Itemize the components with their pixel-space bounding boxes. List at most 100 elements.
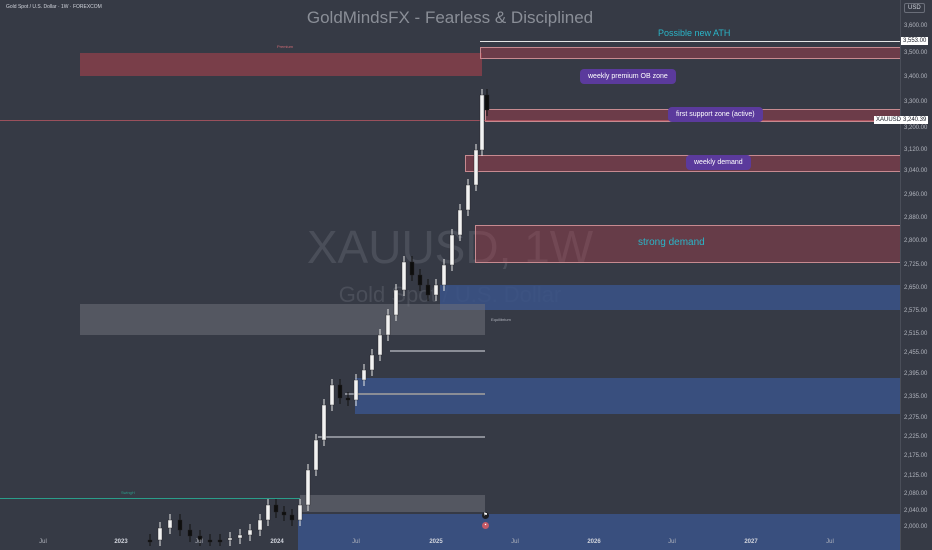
price-axis[interactable]: USD 3,600.00 3,500.00 3,400.00 3,300.00 3,20… bbox=[900, 0, 932, 550]
current-price-line bbox=[0, 120, 900, 121]
equilibrium-zone bbox=[80, 304, 485, 335]
blue-zone-2 bbox=[355, 378, 900, 414]
price-tick: 2,080.00 bbox=[904, 491, 928, 497]
time-tick: 2025 bbox=[429, 539, 443, 545]
currency-button[interactable]: USD bbox=[904, 3, 925, 13]
candle-body bbox=[417, 274, 423, 286]
candle-body bbox=[167, 519, 173, 529]
strong-demand-label: strong demand bbox=[638, 237, 705, 248]
premium-small-label: Premium bbox=[277, 44, 294, 49]
candle-body bbox=[465, 184, 471, 211]
level-line-2 bbox=[345, 393, 485, 395]
time-tick: Jul bbox=[39, 539, 47, 545]
candle-body bbox=[217, 539, 223, 543]
price-tick: 2,225.00 bbox=[904, 434, 928, 440]
current-price-tag: 3,240.39 bbox=[901, 116, 929, 124]
price-tick: 2,125.00 bbox=[904, 473, 928, 479]
ath-line bbox=[480, 41, 900, 42]
candle-body bbox=[385, 314, 391, 336]
time-tick: 2026 bbox=[587, 539, 601, 545]
price-tick: 3,040.00 bbox=[904, 168, 928, 174]
candle-body bbox=[157, 527, 163, 541]
time-tick: 2023 bbox=[114, 539, 128, 545]
current-symbol-tag: XAUUSD bbox=[874, 116, 904, 124]
candle-body bbox=[425, 284, 431, 296]
candle-body bbox=[337, 384, 343, 399]
time-tick: Jul bbox=[352, 539, 360, 545]
price-tick: 3,300.00 bbox=[904, 99, 928, 105]
price-tick: 2,515.00 bbox=[904, 331, 928, 337]
candle-body bbox=[329, 384, 335, 406]
candle-body bbox=[409, 261, 415, 276]
strong-demand-zone[interactable] bbox=[475, 225, 900, 263]
price-tick: 3,120.00 bbox=[904, 147, 928, 153]
price-tick: 3,200.00 bbox=[904, 125, 928, 131]
candle-body bbox=[473, 149, 479, 186]
price-tick: 2,880.00 bbox=[904, 215, 928, 221]
candle-body bbox=[147, 539, 153, 543]
ath-price-tag: 3,553.00 bbox=[901, 37, 929, 45]
candle-body bbox=[289, 514, 295, 521]
candle-body bbox=[479, 94, 485, 151]
price-tick: 2,175.00 bbox=[904, 453, 928, 459]
weekly-premium-bubble[interactable]: weekly premium OB zone bbox=[580, 69, 676, 84]
candle-body bbox=[305, 469, 311, 506]
price-tick: 2,335.00 bbox=[904, 394, 928, 400]
swing-line bbox=[0, 498, 300, 499]
candle-body bbox=[449, 234, 455, 266]
candle-body bbox=[197, 535, 203, 541]
price-tick: 2,000.00 bbox=[904, 524, 928, 530]
time-tick: 2027 bbox=[744, 539, 758, 545]
price-tick: 2,275.00 bbox=[904, 415, 928, 421]
first-support-bubble[interactable]: first support zone (active) bbox=[668, 107, 763, 122]
candlestick-series bbox=[147, 89, 490, 546]
candle-body bbox=[247, 529, 253, 536]
candle-body bbox=[177, 519, 183, 531]
price-tick: 2,650.00 bbox=[904, 285, 928, 291]
time-tick: Jul bbox=[195, 539, 203, 545]
symbol-label: Gold Spot / U.S. Dollar · 1W · FOREXCOM bbox=[6, 4, 102, 10]
equilibrium-small-label: Equilibrium bbox=[491, 317, 511, 322]
possible-ath-label: Possible new ATH bbox=[658, 28, 731, 38]
chart-area[interactable]: Gold Spot / U.S. Dollar · 1W · FOREXCOM … bbox=[0, 0, 900, 550]
candle-body bbox=[281, 511, 287, 516]
candle-body bbox=[227, 537, 233, 541]
price-tick: 3,600.00 bbox=[904, 23, 928, 29]
candle-body bbox=[265, 504, 271, 521]
candle-body bbox=[207, 539, 213, 543]
candle-body bbox=[441, 264, 447, 286]
candle-body bbox=[457, 209, 463, 236]
price-tick: 2,455.00 bbox=[904, 350, 928, 356]
candle-body bbox=[345, 397, 351, 401]
price-tick: 2,040.00 bbox=[904, 508, 928, 514]
candle-body bbox=[257, 519, 263, 531]
price-tick: 3,400.00 bbox=[904, 74, 928, 80]
gray-zone-bottom bbox=[300, 495, 485, 512]
candle-body bbox=[484, 94, 490, 111]
time-tick: 2024 bbox=[270, 539, 284, 545]
candle-body bbox=[313, 439, 319, 471]
candle-body bbox=[273, 504, 279, 513]
candle-body bbox=[353, 379, 359, 401]
blue-zone-1 bbox=[440, 285, 900, 310]
price-tick: 2,395.00 bbox=[904, 371, 928, 377]
candle-body bbox=[297, 504, 303, 521]
weekly-demand-bubble[interactable]: weekly demand bbox=[686, 155, 751, 170]
weekly-premium-ob-zone[interactable] bbox=[480, 47, 900, 59]
flag-icon[interactable]: ⚑ bbox=[482, 512, 489, 519]
weekly-demand-zone[interactable] bbox=[465, 155, 900, 172]
time-tick: Jul bbox=[511, 539, 519, 545]
time-tick: Jul bbox=[826, 539, 834, 545]
calendar-icon[interactable]: ▪ bbox=[482, 522, 489, 529]
level-line-3 bbox=[318, 436, 485, 438]
level-line-1 bbox=[390, 350, 485, 352]
candle-body bbox=[187, 529, 193, 537]
blue-zone-bottom bbox=[298, 514, 900, 550]
candle-body bbox=[321, 404, 327, 441]
watermark-title: GoldMindsFX - Fearless & Disciplined bbox=[306, 8, 594, 27]
candle-body bbox=[369, 354, 375, 371]
candle-body bbox=[237, 534, 243, 539]
candle-body bbox=[433, 284, 439, 296]
candle-body bbox=[401, 261, 407, 291]
price-tick: 2,960.00 bbox=[904, 192, 928, 198]
